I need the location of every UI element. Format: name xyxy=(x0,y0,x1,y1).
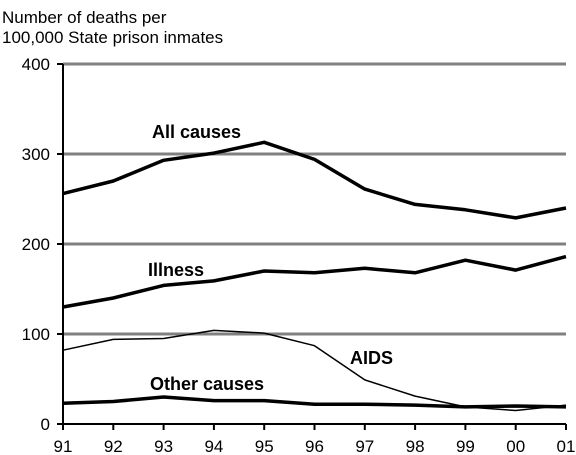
series-lines xyxy=(62,140,567,412)
series-label-illness: Illness xyxy=(148,260,204,280)
x-tick-label-00: 00 xyxy=(506,437,525,455)
y-axis-label-line-1: Number of deaths per xyxy=(2,8,167,27)
x-tick-label-93: 93 xyxy=(154,437,173,455)
gridlines xyxy=(63,62,566,336)
y-tick-label-0: 0 xyxy=(41,415,50,434)
series-line-illness xyxy=(62,254,567,309)
y-tick-label-300: 300 xyxy=(22,145,50,164)
y-tick-label-100: 100 xyxy=(22,325,50,344)
x-tick-label-92: 92 xyxy=(104,437,123,455)
x-tick-label-91: 91 xyxy=(54,437,73,455)
series-label-all-causes: All causes xyxy=(152,122,241,142)
x-tick-label-01: 01 xyxy=(557,437,576,455)
x-tick-label-94: 94 xyxy=(204,437,223,455)
series-label-aids: AIDS xyxy=(350,348,393,368)
series-line-all-causes xyxy=(62,140,567,220)
x-tick-label-98: 98 xyxy=(406,437,425,455)
series-line-other-causes xyxy=(62,395,567,409)
series-annotations: All causes Illness AIDS Other causes xyxy=(148,122,393,394)
y-tick-label-200: 200 xyxy=(22,235,50,254)
x-tick-label-97: 97 xyxy=(355,437,374,455)
y-axis-label-line-2: 100,000 State prison inmates xyxy=(2,28,224,47)
series-label-other-causes: Other causes xyxy=(150,374,264,394)
x-tick-label-95: 95 xyxy=(255,437,274,455)
y-tick-label-400: 400 xyxy=(22,55,50,74)
axes xyxy=(57,63,567,430)
x-tick-label-96: 96 xyxy=(305,437,324,455)
x-tick-label-99: 99 xyxy=(456,437,475,455)
tick-labels: 0 100 200 300 400 91 92 93 94 95 96 97 98 99 00 01 xyxy=(22,55,576,455)
